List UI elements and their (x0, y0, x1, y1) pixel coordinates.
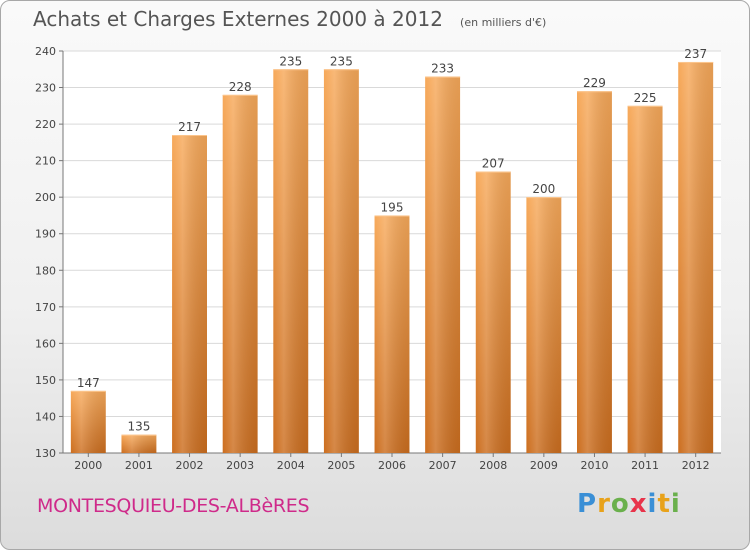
x-tick-label: 2003 (226, 459, 254, 472)
x-tick-label: 2005 (327, 459, 355, 472)
x-tick-label: 2007 (429, 459, 457, 472)
data-label: 147 (77, 376, 100, 390)
commune-name: MONTESQUIEU-DES-ALBèRES (37, 495, 310, 517)
logo-letter: t (657, 489, 671, 519)
bar-shade (678, 61, 714, 454)
data-label: 135 (127, 420, 150, 434)
logo-letter: o (610, 489, 630, 519)
data-label: 225 (634, 91, 657, 105)
logo-letter: i (670, 489, 681, 519)
data-label: 235 (279, 54, 302, 68)
y-tick-label: 170 (35, 301, 56, 314)
bar-shade (273, 69, 309, 453)
y-tick-label: 240 (35, 45, 56, 58)
logo-letter: P (577, 489, 598, 519)
bar-shade (627, 105, 663, 454)
x-tick-label: 2010 (580, 459, 608, 472)
y-tick-label: 130 (35, 447, 56, 460)
bar-shade (323, 69, 359, 453)
bar-shade (576, 91, 612, 453)
chart-subtitle: (en milliers d'€) (460, 16, 547, 29)
bar-shade (222, 94, 258, 453)
x-tick-label: 2008 (479, 459, 507, 472)
data-label: 233 (431, 62, 454, 76)
y-tick-label: 220 (35, 118, 56, 131)
x-tick-label: 2009 (530, 459, 558, 472)
y-tick-label: 190 (35, 228, 56, 241)
data-label: 207 (482, 157, 505, 171)
data-label: 237 (684, 47, 707, 61)
bar-shade (70, 390, 106, 453)
data-label: 200 (532, 182, 555, 196)
chart-title: Achats et Charges Externes 2000 à 2012 (33, 7, 443, 31)
bar-shade (374, 215, 410, 453)
x-tick-label: 2012 (682, 459, 710, 472)
x-tick-label: 2000 (74, 459, 102, 472)
x-tick-label: 2006 (378, 459, 406, 472)
x-tick-label: 2004 (277, 459, 305, 472)
y-tick-label: 140 (35, 410, 56, 423)
bar-shade (526, 197, 562, 453)
data-label: 217 (178, 120, 201, 134)
proxiti-logo: Proxiti (577, 489, 681, 519)
bar-shade (475, 171, 511, 453)
y-tick-label: 150 (35, 374, 56, 387)
x-tick-label: 2001 (125, 459, 153, 472)
data-label: 195 (381, 200, 404, 214)
y-tick-label: 200 (35, 191, 56, 204)
logo-letter: r (597, 489, 611, 519)
y-tick-label: 230 (35, 82, 56, 95)
y-tick-label: 180 (35, 264, 56, 277)
data-label: 235 (330, 54, 353, 68)
bar-shade (121, 434, 157, 453)
data-label: 228 (229, 80, 252, 94)
bar-shade (172, 135, 208, 453)
y-tick-label: 160 (35, 337, 56, 350)
data-label: 229 (583, 76, 606, 90)
bar-shade (425, 76, 461, 453)
x-tick-label: 2002 (176, 459, 204, 472)
x-tick-label: 2011 (631, 459, 659, 472)
logo-letter: x (629, 489, 648, 519)
logo-letter: i (647, 489, 658, 519)
chart-header: Achats et Charges Externes 2000 à 2012 (… (33, 7, 546, 31)
y-tick-label: 210 (35, 155, 56, 168)
